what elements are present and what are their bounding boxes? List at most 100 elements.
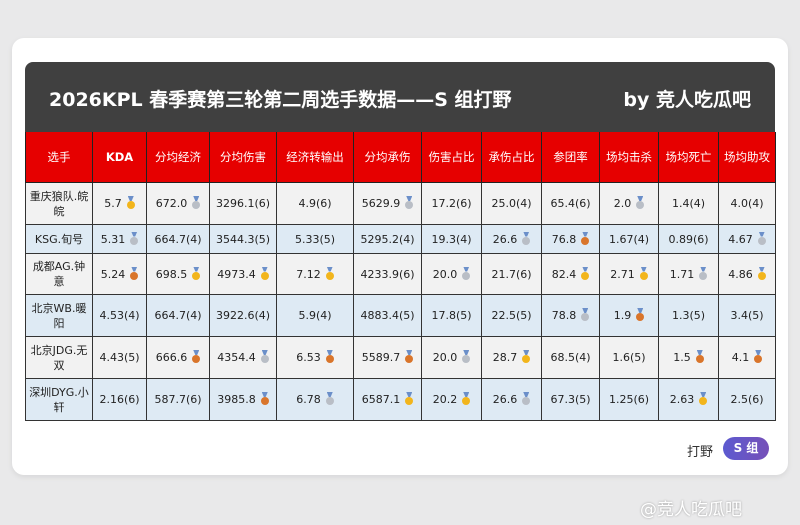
- stat-cell: 5589.7: [353, 336, 422, 379]
- stat-value: 65.4(6): [550, 197, 591, 210]
- stat-cell: 4.53(4): [92, 294, 147, 337]
- stat-value: 20.0: [432, 351, 458, 364]
- column-header: 伤害占比: [421, 132, 482, 183]
- stat-cell: 4973.4: [209, 253, 277, 295]
- bronze-medal-icon: [130, 267, 139, 280]
- player-name: 成都AG.钟意: [25, 253, 93, 295]
- stat-value: 0.89(6): [668, 232, 709, 246]
- gold-medal-icon: [581, 267, 590, 280]
- stat-cell: 25.0(4): [481, 182, 542, 225]
- stat-cell: 3544.3(5): [209, 224, 277, 254]
- stat-value: 67.3(5): [550, 393, 591, 406]
- table-row: 北京WB.暖阳 4.53(4) 664.7(4) 3922.6(4) 5.9(4) 488…: [25, 294, 776, 337]
- player-name: 深圳DYG.小轩: [25, 378, 93, 421]
- silver-medal-icon: [462, 267, 471, 280]
- stat-value: 664.7(4): [154, 232, 202, 246]
- stat-cell: 3.4(5): [718, 294, 776, 337]
- stat-cell: 4.67: [718, 224, 776, 254]
- stat-cell: 4.43(5): [92, 336, 147, 379]
- stat-value: 666.6: [155, 351, 188, 364]
- page-title: 2026KPL 春季赛第三轮第二周选手数据——S 组打野: [49, 89, 512, 111]
- stat-cell: 4354.4: [209, 336, 277, 379]
- stat-cell: 1.9: [599, 294, 659, 337]
- table-row: 北京JDG.无双 4.43(5) 666.6 4354.4 6.53 5589.7 20.0…: [25, 336, 776, 379]
- stat-value: 2.16(6): [99, 393, 140, 406]
- stat-value: 26.6: [492, 232, 518, 246]
- stat-value: 1.5: [673, 351, 691, 364]
- stat-cell: 7.12: [276, 253, 354, 295]
- stat-cell: 20.0: [421, 336, 482, 379]
- stat-value: 4973.4: [217, 267, 256, 281]
- stat-value: 1.3(5): [671, 309, 706, 322]
- column-header: 场均助攻: [718, 132, 776, 183]
- stat-cell: 587.7(6): [146, 378, 210, 421]
- stat-value: 6.78: [296, 393, 321, 406]
- silver-medal-icon: [462, 350, 471, 363]
- column-header: 分均伤害: [209, 132, 277, 183]
- stat-value: 5.31: [100, 232, 126, 246]
- gold-medal-icon: [405, 392, 414, 405]
- stat-value: 17.8(5): [431, 309, 472, 322]
- stat-value: 19.3(4): [431, 232, 472, 246]
- column-header: KDA: [92, 132, 147, 183]
- stat-cell: 76.8: [541, 224, 600, 254]
- stat-cell: 19.3(4): [421, 224, 482, 254]
- stat-cell: 28.7: [481, 336, 542, 379]
- column-header: 经济转输出: [276, 132, 354, 183]
- gold-medal-icon: [325, 267, 334, 280]
- stat-value: 5.7: [104, 197, 122, 210]
- stat-value: 4.43(5): [99, 351, 140, 364]
- stat-value: 664.7(4): [154, 309, 202, 322]
- stat-value: 20.2: [432, 393, 458, 406]
- watermark: @竞人吃瓜吧: [640, 500, 742, 520]
- stat-value: 68.5(4): [550, 351, 591, 364]
- title-bar: 2026KPL 春季赛第三轮第二周选手数据——S 组打野 by 竞人吃瓜吧: [25, 62, 775, 132]
- stat-cell: 2.0: [599, 182, 659, 225]
- bronze-medal-icon: [754, 350, 763, 363]
- stat-cell: 5629.9: [353, 182, 422, 225]
- stat-value: 3985.8: [217, 393, 256, 406]
- stats-table: 选手 KDA 分均经济 分均伤害 经济转输出 分均承伤 伤害占比 承伤占比 参团率 场均击杀 场均死…: [25, 132, 776, 421]
- group-badge[interactable]: S 组: [723, 437, 769, 460]
- stat-value: 5.33(5): [294, 232, 336, 246]
- stat-cell: 5295.2(4): [353, 224, 422, 254]
- stat-cell: 3296.1(6): [209, 182, 277, 225]
- stat-value: 4.0(4): [730, 197, 764, 210]
- stat-value: 4233.9(6): [360, 267, 415, 281]
- stat-cell: 664.7(4): [146, 294, 210, 337]
- stat-value: 4.53(4): [99, 309, 140, 322]
- stat-cell: 5.7: [92, 182, 147, 225]
- stat-cell: 6.53: [276, 336, 354, 379]
- stat-value: 587.7(6): [154, 393, 202, 406]
- stat-cell: 1.71: [658, 253, 719, 295]
- stat-value: 5589.7: [361, 351, 401, 364]
- bronze-medal-icon: [581, 232, 590, 245]
- stat-cell: 82.4: [541, 253, 600, 295]
- stat-value: 4.86: [728, 267, 753, 281]
- table-row: 成都AG.钟意 5.24 698.5 4973.4 7.12 4233.9(6) 20.0 2…: [25, 253, 776, 295]
- stat-cell: 4883.4(5): [353, 294, 422, 337]
- stat-cell: 65.4(6): [541, 182, 600, 225]
- silver-medal-icon: [636, 196, 645, 209]
- column-header: 承伤占比: [481, 132, 542, 183]
- stat-value: 672.0: [155, 197, 188, 210]
- byline: by 竞人吃瓜吧: [623, 89, 751, 111]
- silver-medal-icon: [130, 232, 139, 245]
- stat-cell: 4.86: [718, 253, 776, 295]
- gold-medal-icon: [260, 267, 269, 280]
- bronze-medal-icon: [636, 308, 645, 321]
- stat-value: 7.12: [296, 267, 321, 281]
- stat-cell: 20.0: [421, 253, 482, 295]
- stat-cell: 4.0(4): [718, 182, 776, 225]
- table-row: 重庆狼队.皖皖 5.7 672.0 3296.1(6) 4.9(6) 5629.9 17.2…: [25, 182, 776, 225]
- stat-value: 4.67: [728, 232, 753, 246]
- table-row: KSG.旬号 5.31 664.7(4) 3544.3(5) 5.33(5) 5295.2…: [25, 224, 776, 254]
- player-name: 重庆狼队.皖皖: [25, 182, 93, 225]
- stat-value: 1.6(5): [612, 351, 646, 364]
- stat-cell: 17.2(6): [421, 182, 482, 225]
- bronze-medal-icon: [192, 350, 201, 363]
- stat-cell: 26.6: [481, 224, 542, 254]
- stat-value: 5629.9: [361, 197, 401, 210]
- stat-cell: 4.1: [718, 336, 776, 379]
- stat-cell: 672.0: [146, 182, 210, 225]
